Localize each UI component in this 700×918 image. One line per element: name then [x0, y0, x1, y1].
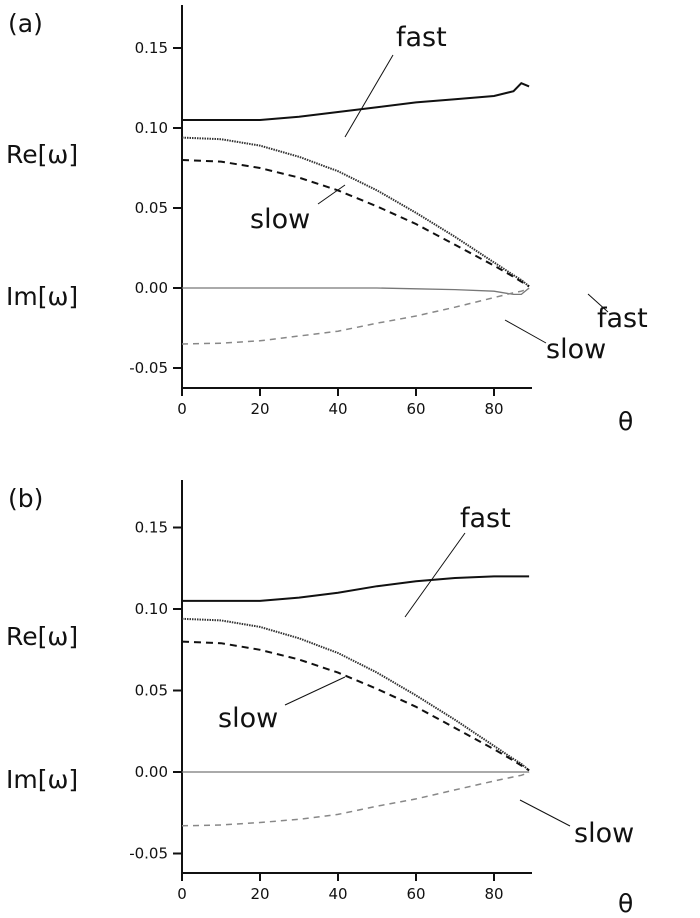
- y-tick-label: 0.05: [135, 199, 168, 217]
- y-tick-label: 0.00: [135, 763, 168, 781]
- x-tick-label: 80: [484, 885, 503, 903]
- annotation-leader: [404, 532, 466, 618]
- panel-0: 0 20 40 60 80 -0.05 0.00 0.05 0.10 0.15 (a) Re[ω] Im…: [6, 5, 648, 436]
- x-tick-label: 0: [177, 400, 187, 418]
- x-tick-label: 60: [406, 885, 425, 903]
- annotation-fast: fast: [597, 303, 648, 334]
- x-tick-label: 60: [406, 400, 425, 418]
- annotation-slow: slow: [574, 818, 634, 849]
- series-solid: [182, 575, 530, 602]
- y-tick-label: 0.10: [135, 600, 168, 618]
- ylabel-re: Re[ω]: [6, 140, 78, 169]
- annotation-leader: [317, 184, 346, 205]
- panel-label: (b): [8, 484, 43, 513]
- annotation-leader: [504, 319, 547, 344]
- xlabel: θ: [618, 407, 633, 436]
- annotation-leader: [344, 54, 394, 138]
- series-dotted: [181, 617, 530, 772]
- y-tick-label: 0.15: [135, 519, 168, 537]
- annotation-leader: [587, 293, 609, 313]
- series-solid: [182, 82, 530, 121]
- series-solid-thin: [182, 287, 530, 296]
- series-dashed: [181, 159, 530, 288]
- x-tick-label: 20: [250, 400, 269, 418]
- panel-1: 0 20 40 60 80 -0.05 0.00 0.05 0.10 0.15 (b) Re[ω] Im…: [6, 480, 634, 918]
- y-tick-label: 0.00: [135, 279, 168, 297]
- annotation-slow: slow: [250, 204, 310, 235]
- x-tick-label: 80: [484, 400, 503, 418]
- y-tick-label: 0.05: [135, 682, 168, 700]
- annotation-leader: [519, 799, 571, 827]
- series-dotted: [181, 136, 530, 288]
- annotation-leader: [284, 676, 346, 706]
- y-tick-label: -0.05: [129, 845, 168, 863]
- annotation-fast: fast: [396, 22, 447, 53]
- ylabel-im: Im[ω]: [6, 282, 78, 311]
- annotation-slow: slow: [546, 334, 606, 365]
- x-tick-label: 40: [328, 885, 347, 903]
- ylabel-re: Re[ω]: [6, 622, 78, 651]
- y-tick-label: -0.05: [129, 359, 168, 377]
- x-tick-label: 0: [177, 885, 187, 903]
- panel-label: (a): [8, 9, 43, 38]
- ylabel-im: Im[ω]: [6, 765, 78, 794]
- y-tick-label: 0.15: [135, 39, 168, 57]
- xlabel: θ: [618, 889, 633, 918]
- x-tick-label: 20: [250, 885, 269, 903]
- y-tick-label: 0.10: [135, 119, 168, 137]
- series-dashed-thin: [181, 287, 530, 345]
- series-dashed-thin: [181, 771, 530, 827]
- x-tick-label: 40: [328, 400, 347, 418]
- annotation-slow: slow: [218, 703, 278, 734]
- annotation-fast: fast: [460, 503, 511, 534]
